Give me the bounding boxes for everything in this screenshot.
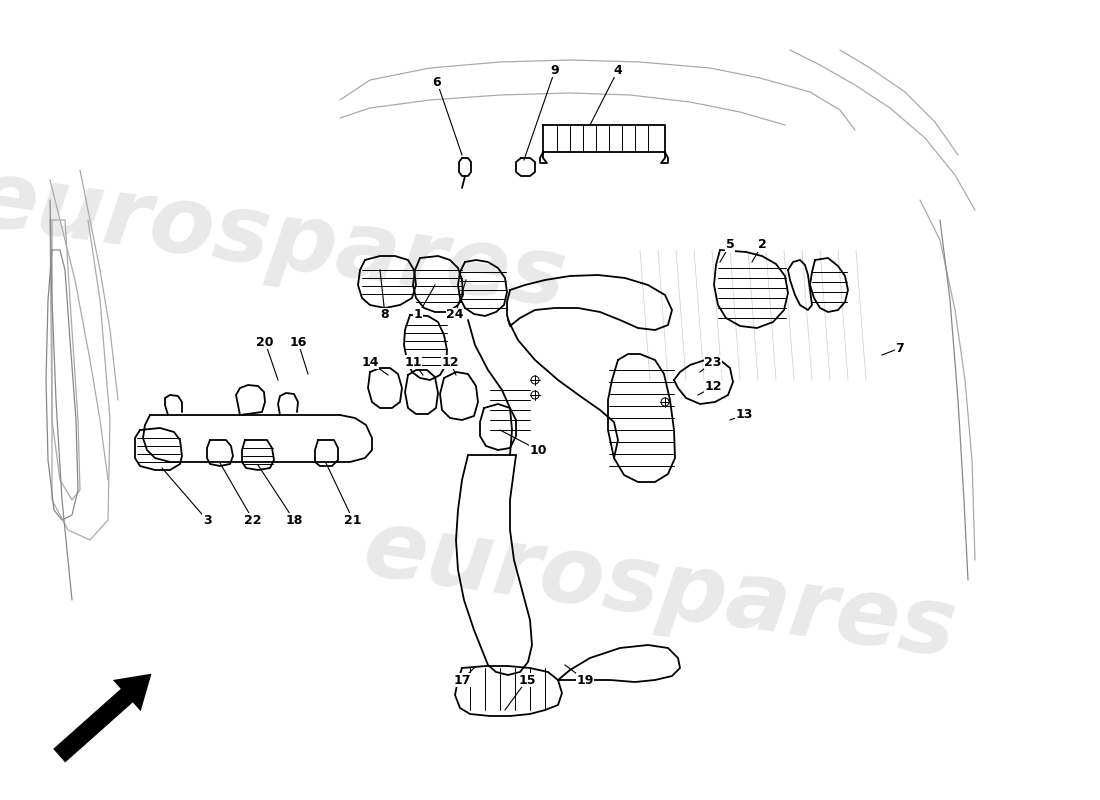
Text: 18: 18 [285,514,303,526]
Text: 5: 5 [726,238,735,251]
Text: 12: 12 [441,355,459,369]
Text: 23: 23 [704,355,722,369]
Text: 10: 10 [529,443,547,457]
Text: 6: 6 [432,75,441,89]
Text: 8: 8 [381,309,389,322]
Text: 16: 16 [289,335,307,349]
Text: 21: 21 [344,514,362,526]
Text: 9: 9 [551,63,559,77]
Text: eurospares: eurospares [0,153,572,327]
Text: 7: 7 [895,342,904,354]
Text: 11: 11 [405,355,421,369]
Text: 13: 13 [735,409,752,422]
Text: 22: 22 [244,514,262,526]
Text: 15: 15 [518,674,536,686]
Text: 17: 17 [453,674,471,686]
Text: 2: 2 [758,238,767,251]
Text: 19: 19 [576,674,594,686]
FancyArrow shape [55,675,150,761]
Text: 1: 1 [414,309,422,322]
Text: 12: 12 [704,381,722,394]
Text: eurospares: eurospares [358,503,962,677]
Text: 20: 20 [256,335,274,349]
Text: 4: 4 [614,63,623,77]
Text: 24: 24 [447,309,464,322]
Text: 14: 14 [361,355,378,369]
Text: 3: 3 [202,514,211,526]
